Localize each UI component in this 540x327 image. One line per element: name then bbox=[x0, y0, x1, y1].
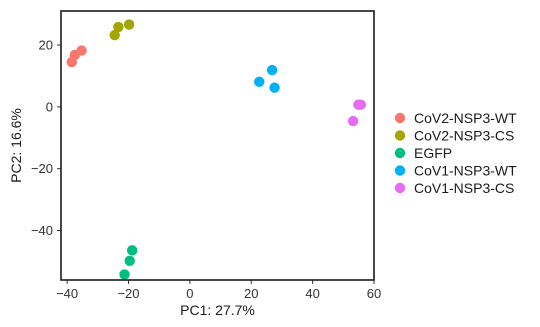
legend-label: EGFP bbox=[414, 145, 452, 161]
x-tick-label: 20 bbox=[244, 286, 258, 301]
data-point bbox=[126, 245, 138, 256]
legend-swatch bbox=[394, 147, 406, 159]
x-tick-label: 60 bbox=[367, 286, 381, 301]
legend-label: CoV2-NSP3-WT bbox=[414, 110, 517, 126]
data-point bbox=[254, 76, 265, 88]
y-tick-label: −40 bbox=[31, 223, 53, 238]
data-point bbox=[266, 64, 278, 76]
data-point bbox=[347, 115, 359, 127]
x-axis-ticks: −40 −20 0 20 40 60 bbox=[56, 280, 381, 301]
data-points bbox=[66, 19, 367, 280]
legend-label: CoV1-NSP3-WT bbox=[414, 163, 517, 179]
legend-swatch bbox=[394, 165, 406, 176]
x-tick-label: 0 bbox=[186, 286, 193, 301]
y-tick-label: 0 bbox=[46, 99, 53, 114]
x-tick-label: 40 bbox=[305, 286, 319, 301]
data-point bbox=[109, 29, 120, 41]
data-point bbox=[123, 19, 135, 30]
x-tick-label: −20 bbox=[117, 286, 139, 301]
legend-label: CoV1-NSP3-CS bbox=[414, 180, 514, 196]
data-point bbox=[269, 82, 280, 93]
x-tick-label: −40 bbox=[56, 286, 78, 301]
data-point bbox=[124, 255, 135, 267]
y-axis-ticks: −40 −20 0 20 bbox=[31, 38, 61, 238]
x-axis-label: PC1: 27.7% bbox=[180, 302, 255, 318]
data-point bbox=[76, 45, 87, 56]
legend-swatch bbox=[394, 112, 406, 124]
legend-swatch bbox=[394, 130, 406, 141]
data-point bbox=[113, 21, 124, 33]
plot-panel-border bbox=[60, 10, 375, 281]
y-tick-label: −20 bbox=[31, 161, 53, 176]
data-point bbox=[355, 99, 367, 110]
data-point bbox=[119, 269, 130, 280]
legend-label: CoV2-NSP3-CS bbox=[414, 128, 514, 144]
legend-swatch bbox=[394, 182, 406, 194]
y-axis-label: PC2: 16.6% bbox=[8, 108, 24, 183]
y-tick-label: 20 bbox=[39, 38, 53, 53]
